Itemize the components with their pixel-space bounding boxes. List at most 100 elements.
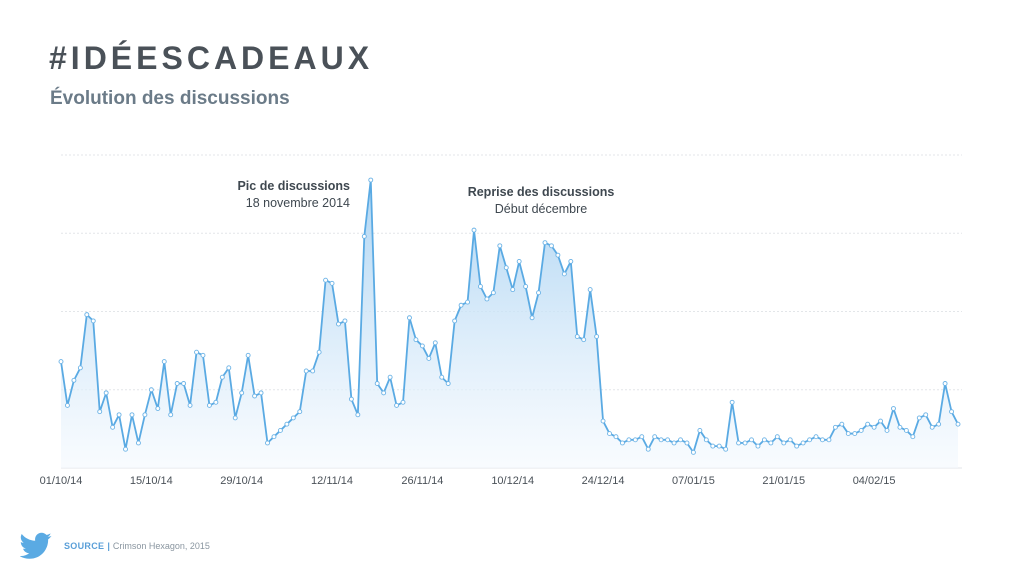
area-layer — [60, 179, 959, 469]
data-point — [194, 349, 199, 355]
data-point — [929, 424, 935, 430]
data-point — [213, 399, 219, 405]
data-point — [581, 337, 587, 343]
data-point — [284, 421, 290, 427]
data-point — [413, 337, 419, 343]
data-point — [516, 258, 522, 264]
data-point — [536, 290, 541, 296]
data-point — [71, 377, 77, 383]
data-point — [316, 349, 322, 355]
data-point — [607, 431, 612, 437]
data-point — [116, 412, 122, 418]
source-credit: SOURCE | Crimson Hexagon, 2015 — [64, 541, 210, 551]
data-point — [407, 315, 412, 321]
x-tick-label: 26/11/14 — [401, 475, 443, 487]
data-point — [619, 440, 625, 446]
data-point — [258, 390, 264, 396]
data-point — [303, 368, 309, 374]
data-point — [742, 440, 748, 446]
data-point — [361, 233, 367, 239]
page-title: #IDÉESCADEAUX — [49, 40, 374, 76]
x-tick-label: 04/02/15 — [853, 475, 896, 487]
x-tick-label: 10/12/14 — [491, 475, 534, 487]
data-point — [852, 431, 858, 437]
data-point — [574, 334, 580, 339]
data-point — [490, 290, 496, 296]
data-point — [787, 437, 793, 443]
data-point — [142, 412, 148, 418]
data-point — [381, 390, 387, 396]
data-point — [916, 415, 922, 421]
annotation-resumption-date: Début décembre — [495, 202, 587, 216]
data-point — [865, 421, 871, 427]
data-point — [84, 312, 90, 318]
data-point — [465, 299, 470, 305]
series-area — [61, 180, 958, 469]
data-point — [820, 437, 825, 443]
data-point — [64, 402, 70, 408]
data-point — [497, 243, 503, 249]
data-point — [219, 374, 225, 380]
data-point — [542, 240, 548, 246]
x-tick-label: 29/10/14 — [220, 475, 263, 487]
data-point — [652, 434, 658, 440]
data-point — [723, 446, 729, 452]
data-point — [419, 343, 425, 349]
data-point — [181, 381, 187, 386]
data-point — [458, 302, 464, 308]
data-point — [426, 356, 432, 361]
data-point — [110, 424, 116, 430]
x-tick-label: 24/12/14 — [582, 475, 625, 487]
data-point — [826, 437, 832, 443]
data-point — [439, 374, 445, 380]
data-point — [813, 434, 819, 440]
data-point — [594, 334, 600, 339]
twitter-bird-icon — [20, 532, 52, 559]
data-point — [58, 359, 64, 365]
data-point — [323, 277, 329, 283]
data-point — [290, 415, 296, 421]
data-point — [503, 265, 509, 271]
source-separator: | — [107, 541, 110, 551]
data-point — [716, 443, 722, 449]
data-point — [678, 437, 683, 443]
data-point — [891, 406, 896, 411]
data-point — [77, 365, 83, 371]
data-point — [736, 440, 742, 446]
data-point — [684, 440, 690, 446]
data-point — [478, 284, 483, 289]
annotation-resumption: Reprise des discussions Début décembre — [468, 185, 615, 216]
data-point — [432, 340, 438, 346]
data-point — [342, 318, 348, 324]
data-point — [768, 440, 774, 446]
data-point — [200, 352, 206, 358]
data-point — [884, 427, 890, 433]
data-point — [129, 412, 135, 418]
data-point — [297, 409, 303, 415]
data-point — [387, 374, 393, 380]
data-point — [632, 437, 638, 443]
data-point — [587, 287, 593, 293]
data-point — [232, 415, 238, 421]
data-point — [568, 258, 574, 264]
data-point — [277, 427, 283, 433]
data-point — [645, 446, 651, 452]
data-point — [613, 434, 619, 440]
data-point — [729, 399, 735, 405]
data-point — [252, 393, 258, 399]
data-point — [97, 409, 103, 415]
data-point — [90, 318, 96, 324]
x-tick-label: 01/10/14 — [40, 475, 83, 487]
data-point — [265, 440, 270, 446]
data-point — [135, 440, 141, 446]
data-point — [400, 399, 406, 405]
source-text: Crimson Hexagon, 2015 — [112, 541, 210, 551]
data-point — [794, 443, 800, 449]
data-point — [484, 296, 490, 302]
data-point — [839, 421, 845, 427]
data-point — [626, 437, 632, 443]
data-point — [523, 284, 529, 289]
data-point — [755, 443, 761, 449]
discussions-area-chart: 01/10/14 15/10/14 29/10/14 12/11/14 26/11/14… — [40, 154, 962, 487]
data-point — [600, 418, 606, 424]
